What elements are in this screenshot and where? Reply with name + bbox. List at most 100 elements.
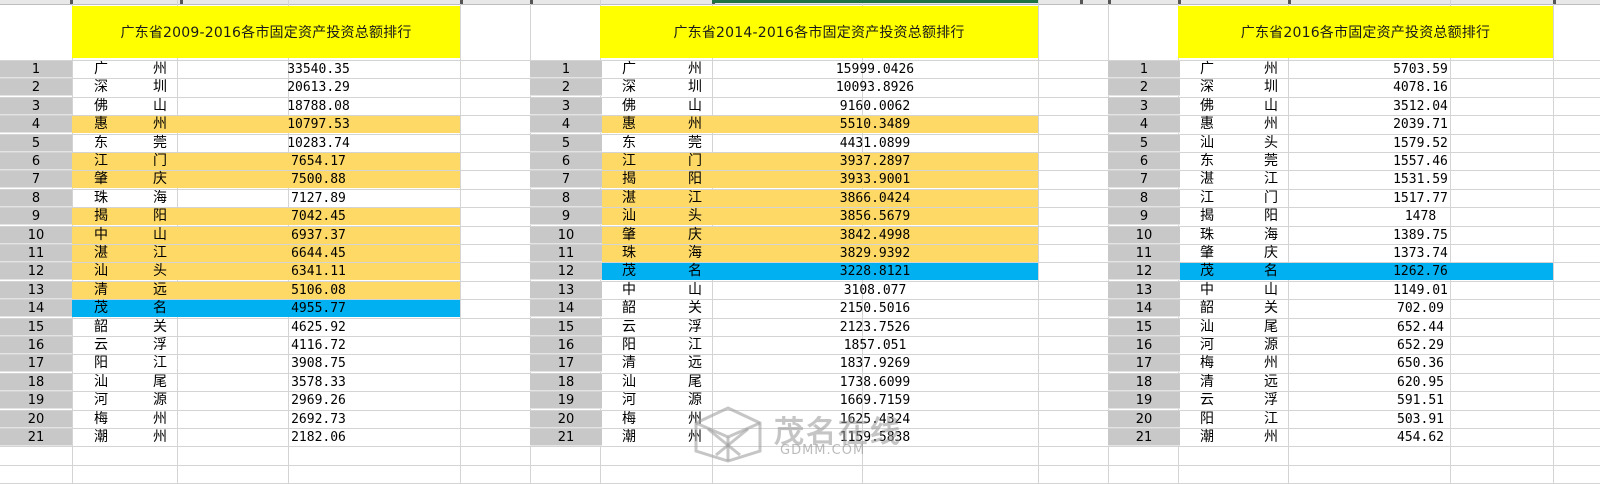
row-number[interactable]: 14 xyxy=(1108,300,1180,317)
row-number[interactable]: 14 xyxy=(0,300,72,317)
value-cell[interactable]: 7654.17 xyxy=(291,154,346,169)
city-cell[interactable]: 汕头 xyxy=(622,208,702,224)
row-number[interactable]: 16 xyxy=(0,337,72,354)
city-cell[interactable]: 阳江 xyxy=(622,337,702,353)
value-cell[interactable]: 3856.5679 xyxy=(839,209,911,224)
city-cell[interactable]: 广州 xyxy=(94,61,167,77)
row-number[interactable]: 18 xyxy=(0,374,72,391)
city-cell[interactable]: 茂名 xyxy=(1200,263,1278,279)
city-cell[interactable]: 惠州 xyxy=(1200,116,1278,132)
value-cell[interactable]: 3933.9001 xyxy=(839,172,911,187)
city-cell[interactable]: 韶关 xyxy=(94,319,167,335)
value-cell[interactable]: 4955.77 xyxy=(291,301,346,316)
value-cell[interactable]: 3578.33 xyxy=(291,375,346,390)
row-number[interactable]: 7 xyxy=(530,171,602,188)
city-cell[interactable]: 佛山 xyxy=(94,98,167,114)
row-number[interactable]: 2 xyxy=(0,79,72,96)
row-number[interactable]: 4 xyxy=(530,116,602,133)
value-cell[interactable]: 6937.37 xyxy=(291,228,346,243)
city-cell[interactable]: 揭阳 xyxy=(622,171,702,187)
value-cell[interactable]: 3866.0424 xyxy=(839,191,911,206)
city-cell[interactable]: 江门 xyxy=(94,153,167,169)
value-cell[interactable]: 454.62 xyxy=(1397,430,1444,445)
value-cell[interactable]: 2039.71 xyxy=(1393,117,1448,132)
city-cell[interactable]: 深圳 xyxy=(622,79,702,95)
row-number[interactable]: 3 xyxy=(1108,98,1180,115)
row-number[interactable]: 15 xyxy=(530,319,602,336)
row-number[interactable]: 2 xyxy=(530,79,602,96)
value-cell[interactable]: 3842.4998 xyxy=(839,228,911,243)
row-number[interactable]: 8 xyxy=(530,190,602,207)
row-number[interactable]: 5 xyxy=(530,135,602,152)
city-cell[interactable]: 珠海 xyxy=(94,190,167,206)
city-cell[interactable]: 深圳 xyxy=(94,79,167,95)
city-cell[interactable]: 深圳 xyxy=(1200,79,1278,95)
row-number[interactable]: 17 xyxy=(1108,355,1180,372)
city-cell[interactable]: 阳江 xyxy=(1200,411,1278,427)
row-number[interactable]: 1 xyxy=(1108,61,1180,78)
row-number[interactable]: 1 xyxy=(530,61,602,78)
city-cell[interactable]: 佛山 xyxy=(1200,98,1278,114)
row-number[interactable]: 19 xyxy=(1108,392,1180,409)
row-number[interactable]: 6 xyxy=(1108,153,1180,170)
city-cell[interactable]: 云浮 xyxy=(622,319,702,335)
city-cell[interactable]: 韶关 xyxy=(1200,300,1278,316)
row-number[interactable]: 7 xyxy=(1108,171,1180,188)
value-cell[interactable]: 7500.88 xyxy=(291,172,346,187)
value-cell[interactable]: 4078.16 xyxy=(1393,80,1448,95)
value-cell[interactable]: 3829.9392 xyxy=(839,246,911,261)
city-cell[interactable]: 汕尾 xyxy=(94,374,167,390)
value-cell[interactable]: 5510.3489 xyxy=(839,117,911,132)
city-cell[interactable]: 江门 xyxy=(622,153,702,169)
table-title-1[interactable]: 广东省2009-2016各市固定资产投资总额排行 xyxy=(72,6,460,58)
city-cell[interactable]: 肇庆 xyxy=(94,171,167,187)
row-number[interactable]: 9 xyxy=(1108,208,1180,225)
city-cell[interactable]: 汕头 xyxy=(94,263,167,279)
city-cell[interactable]: 中山 xyxy=(622,282,702,298)
value-cell[interactable]: 15999.0426 xyxy=(835,62,915,77)
row-number[interactable]: 12 xyxy=(530,263,602,280)
city-cell[interactable]: 汕头 xyxy=(1200,135,1278,151)
value-cell[interactable]: 1625.4324 xyxy=(839,412,911,427)
table-title-2[interactable]: 广东省2014-2016各市固定资产投资总额排行 xyxy=(600,6,1038,58)
value-cell[interactable]: 1857.051 xyxy=(843,338,907,353)
city-cell[interactable]: 阳江 xyxy=(94,355,167,371)
city-cell[interactable]: 湛江 xyxy=(94,245,167,261)
row-number[interactable]: 6 xyxy=(530,153,602,170)
value-cell[interactable]: 503.91 xyxy=(1397,412,1444,427)
value-cell[interactable]: 620.95 xyxy=(1397,375,1444,390)
city-cell[interactable]: 梅州 xyxy=(1200,355,1278,371)
city-cell[interactable]: 肇庆 xyxy=(1200,245,1278,261)
row-number[interactable]: 5 xyxy=(0,135,72,152)
table-title-3[interactable]: 广东省2016各市固定资产投资总额排行 xyxy=(1178,6,1553,58)
value-cell[interactable]: 3108.077 xyxy=(843,283,907,298)
city-cell[interactable]: 中山 xyxy=(94,227,167,243)
city-cell[interactable]: 广州 xyxy=(1200,61,1278,77)
value-cell[interactable]: 2182.06 xyxy=(291,430,346,445)
value-cell[interactable]: 5703.59 xyxy=(1393,62,1448,77)
value-cell[interactable]: 1149.01 xyxy=(1393,283,1448,298)
value-cell[interactable]: 1669.7159 xyxy=(839,393,911,408)
value-cell[interactable]: 1478 xyxy=(1404,209,1437,224)
row-number[interactable]: 11 xyxy=(1108,245,1180,262)
value-cell[interactable]: 4116.72 xyxy=(291,338,346,353)
value-cell[interactable]: 18788.08 xyxy=(287,99,350,114)
value-cell[interactable]: 2969.26 xyxy=(291,393,346,408)
row-number[interactable]: 20 xyxy=(1108,411,1180,428)
value-cell[interactable]: 10283.74 xyxy=(287,136,350,151)
row-number[interactable]: 20 xyxy=(530,411,602,428)
value-cell[interactable]: 6644.45 xyxy=(291,246,346,261)
city-cell[interactable]: 惠州 xyxy=(94,116,167,132)
row-number[interactable]: 10 xyxy=(530,227,602,244)
city-cell[interactable]: 汕尾 xyxy=(1200,319,1278,335)
row-number[interactable]: 6 xyxy=(0,153,72,170)
value-cell[interactable]: 1373.74 xyxy=(1393,246,1448,261)
row-number[interactable]: 15 xyxy=(0,319,72,336)
value-cell[interactable]: 10093.8926 xyxy=(835,80,915,95)
row-number[interactable]: 9 xyxy=(0,208,72,225)
city-cell[interactable]: 河源 xyxy=(1200,337,1278,353)
city-cell[interactable]: 东莞 xyxy=(1200,153,1278,169)
row-number[interactable]: 21 xyxy=(530,429,602,446)
value-cell[interactable]: 1159.5838 xyxy=(839,430,911,445)
row-number[interactable]: 4 xyxy=(0,116,72,133)
